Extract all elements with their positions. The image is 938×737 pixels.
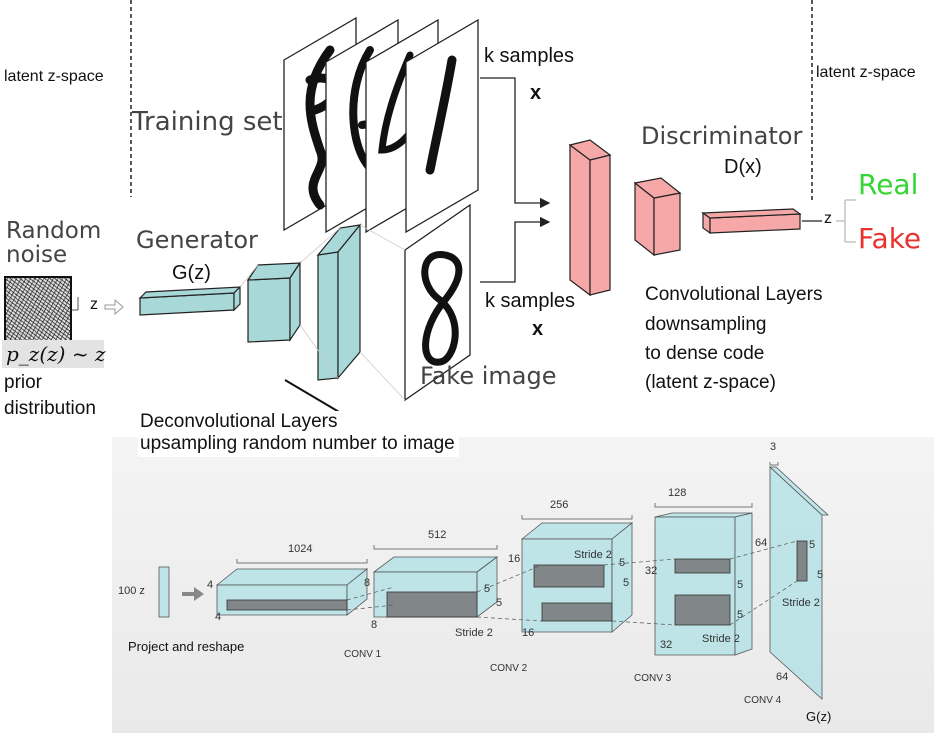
- real-label: Real: [858, 168, 919, 201]
- z-left-label: z: [90, 296, 98, 313]
- deconv-desc-line-2: upsampling random number to image: [140, 433, 455, 454]
- conv2-k1: 5: [619, 557, 626, 569]
- training-set-cards: [283, 16, 479, 234]
- prior-formula: p_z(z) ~ z: [6, 342, 106, 366]
- conv-desc-line-3: to dense code: [645, 343, 765, 364]
- conv1-side1: 8: [364, 577, 371, 589]
- z-right-label: z: [824, 210, 832, 227]
- conv1-label: CONV 1: [344, 649, 382, 660]
- prior-formula-box: [2, 340, 104, 368]
- generator-label: Generator: [136, 226, 258, 254]
- conv4-width: 3: [770, 441, 777, 453]
- block0-side1: 4: [207, 579, 214, 591]
- discriminator-label: Discriminator: [641, 122, 803, 150]
- conv2-side2: 16: [522, 627, 535, 639]
- random-noise-label-1: Random: [6, 218, 102, 244]
- distribution-label: distribution: [4, 398, 96, 419]
- conv-desc-line-2: downsampling: [645, 314, 767, 335]
- d-of-x-label: D(x): [724, 156, 762, 178]
- conv2-side1: 16: [508, 553, 521, 565]
- conv1-stride: Stride 2: [455, 627, 493, 639]
- fake-image-label: Fake image: [420, 362, 557, 390]
- conv3-side2: 32: [660, 639, 673, 651]
- conv2-width: 256: [550, 499, 569, 511]
- input-z-label: 100 z: [118, 585, 145, 597]
- noise-arrow: [104, 298, 124, 316]
- random-noise-label-2: noise: [6, 242, 68, 268]
- training-set-label: Training set: [132, 107, 283, 137]
- conv4-label: CONV 4: [744, 695, 782, 706]
- discriminator-blocks: [568, 139, 802, 297]
- conv3-label: CONV 3: [634, 673, 672, 684]
- conv4-k2: 5: [817, 569, 824, 581]
- dcgan-graphics: [158, 462, 830, 700]
- block0-width: 1024: [288, 543, 313, 555]
- dcgan-architecture-panel: 100 z Project and reshape 1024 4 4 512 8…: [112, 437, 934, 733]
- deconv-description: Deconvolutional Layers upsampling random…: [138, 411, 459, 457]
- k-samples-top-label: k samples: [484, 45, 575, 67]
- deconv-desc-line-1: Deconvolutional Layers: [140, 411, 338, 432]
- conv4-stride: Stride 2: [782, 597, 820, 609]
- project-reshape-label: Project and reshape: [128, 639, 245, 654]
- conv4-side2: 64: [776, 671, 789, 683]
- conv3-width: 128: [668, 487, 687, 499]
- conv2-label: CONV 2: [490, 663, 528, 674]
- conv1-k2: 5: [496, 597, 503, 609]
- g-of-z-label: G(z): [172, 262, 211, 284]
- conv2-stride: Stride 2: [574, 549, 612, 561]
- conv-desc-line-4: (latent z-space): [645, 372, 776, 393]
- conv3-stride: Stride 2: [702, 633, 740, 645]
- arrow-real-samples: [480, 77, 551, 209]
- conv3-k1: 5: [737, 579, 744, 591]
- latent-space-right-label: latent z-space: [816, 64, 916, 81]
- conv4-k1: 5: [809, 539, 816, 551]
- latent-space-left-label: latent z-space: [4, 68, 104, 85]
- conv3-side1: 32: [645, 565, 658, 577]
- output-gz-label: G(z): [806, 709, 832, 724]
- conv1-side2: 8: [371, 619, 378, 631]
- fake-image-card: [404, 203, 471, 402]
- x-bottom-label: x: [532, 318, 544, 340]
- fake-label: Fake: [858, 222, 922, 255]
- arrow-fake-samples: [480, 216, 551, 283]
- conv1-width: 512: [428, 529, 447, 541]
- noise-image: [4, 276, 72, 342]
- block0-side2: 4: [215, 611, 222, 623]
- conv3-k2: 5: [737, 609, 744, 621]
- k-samples-bottom-label: k samples: [485, 290, 576, 312]
- conv4-side1: 64: [755, 537, 768, 549]
- output-branch: [836, 199, 856, 243]
- prior-label: prior: [4, 372, 43, 393]
- conv1-k1: 5: [484, 583, 491, 595]
- x-top-label: x: [530, 82, 542, 104]
- conv-desc-line-1: Convolutional Layers: [645, 284, 823, 305]
- conv2-k2: 5: [623, 577, 630, 589]
